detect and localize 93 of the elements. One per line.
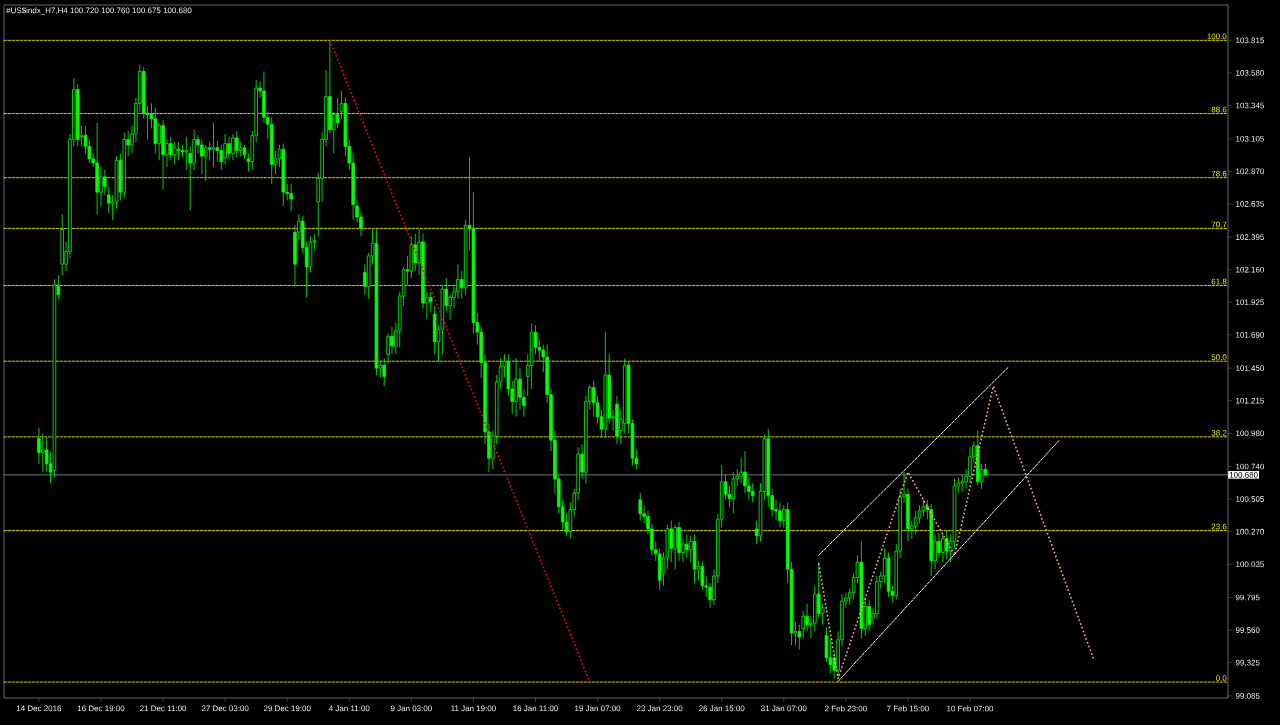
candlestick (180, 144, 185, 158)
candlestick (227, 136, 231, 160)
candlestick (413, 233, 417, 272)
candlestick (44, 437, 49, 473)
candlestick (114, 155, 119, 210)
candlestick (867, 599, 871, 632)
candlestick (875, 575, 879, 620)
candlestick (906, 488, 910, 542)
candlestick (685, 534, 689, 559)
candlestick (153, 107, 158, 154)
candlestick (192, 129, 196, 171)
candlestick (673, 524, 677, 570)
candlestick (941, 532, 945, 563)
candlestick (75, 83, 80, 147)
candlestick (223, 133, 227, 165)
candlestick (99, 166, 103, 207)
candlestick (615, 395, 619, 445)
candlestick (518, 367, 522, 411)
candlestick (801, 610, 805, 639)
candlestick (242, 144, 247, 160)
candlestick (514, 358, 518, 418)
candlestick (638, 492, 642, 521)
candlestick (944, 529, 949, 560)
candlestick (219, 144, 224, 171)
candlestick (41, 432, 45, 473)
candlestick (281, 143, 286, 207)
candlestick (886, 552, 891, 598)
candlestick (211, 122, 216, 168)
candlestick (289, 183, 293, 212)
candlestick (731, 471, 736, 515)
candlestick (432, 305, 437, 355)
candlestick (335, 97, 340, 129)
candlestick (235, 130, 239, 158)
candlestick (37, 427, 41, 465)
candlestick (87, 139, 92, 164)
candlestick (657, 547, 662, 591)
candlestick (622, 358, 627, 434)
candlestick (141, 66, 146, 120)
candlestick (184, 136, 189, 171)
candlestick (805, 603, 809, 632)
candlestick (960, 474, 965, 492)
candlestick (917, 504, 922, 524)
candlestick (203, 144, 208, 182)
candlestick (122, 132, 127, 199)
candlestick (269, 116, 274, 185)
candlestick (700, 560, 705, 591)
candlestick (739, 457, 743, 484)
candlestick (308, 236, 313, 273)
candlestick (929, 503, 933, 577)
candlestick (774, 499, 778, 521)
candlestick (172, 141, 177, 165)
candlestick (669, 520, 674, 563)
candlestick (262, 71, 266, 124)
candlestick (665, 524, 670, 570)
candlestick (238, 141, 243, 157)
candlestick (207, 141, 212, 161)
candlestick (976, 430, 980, 487)
candlestick (52, 279, 57, 479)
candlestick (692, 534, 697, 584)
candlestick (766, 428, 771, 508)
candlestick (293, 224, 297, 286)
candlestick (824, 626, 829, 663)
candlestick (968, 446, 972, 484)
candlestick (591, 380, 596, 418)
candlestick (813, 585, 817, 632)
candlestick (778, 502, 782, 528)
candlestick (390, 326, 394, 355)
candlestick (603, 331, 608, 438)
candlestick (440, 284, 445, 355)
candlestick (382, 358, 386, 387)
candlestick (231, 133, 235, 161)
candlestick (157, 122, 161, 161)
candlestick (750, 482, 755, 503)
line-series (817, 385, 1095, 680)
candlestick (529, 323, 534, 390)
candlestick (937, 532, 941, 559)
candlestick (374, 229, 379, 376)
candlestick (463, 219, 468, 296)
candlestick (471, 191, 476, 334)
candlestick (169, 136, 173, 161)
candlestick (913, 510, 918, 535)
candlestick (952, 478, 957, 549)
candlestick (743, 450, 747, 494)
candlestick (421, 233, 425, 309)
candlestick (95, 122, 99, 215)
candlestick (428, 291, 433, 314)
candlestick (161, 119, 165, 190)
candlestick (386, 333, 390, 365)
candlestick (60, 213, 64, 276)
candlestick (200, 139, 204, 175)
candlestick (215, 140, 220, 163)
candlestick (456, 263, 460, 300)
candlestick (176, 141, 181, 161)
